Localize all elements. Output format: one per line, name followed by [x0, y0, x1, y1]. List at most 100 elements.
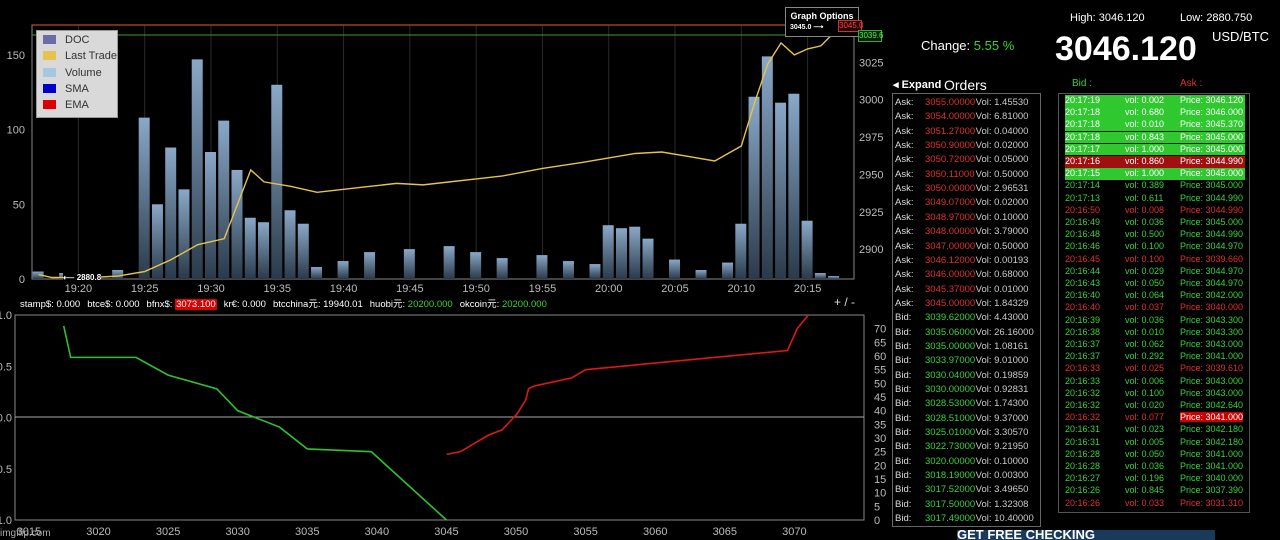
volume-bar: [788, 93, 800, 280]
legend-item-sma[interactable]: SMA: [43, 83, 89, 97]
chart-legend[interactable]: DOC Last Trade Volume SMA EMA: [36, 30, 118, 118]
imgflip-credit: imgflip.com: [0, 528, 51, 539]
order-row[interactable]: Ask: 3050.72000 Vol: 0.05000: [895, 154, 1029, 166]
order-row[interactable]: Ask: 3045.00000 Vol: 1.84329: [895, 297, 1029, 309]
zoom-controls[interactable]: + / -: [834, 295, 856, 309]
volume-bar: [775, 102, 787, 279]
ask-heading: Ask :: [1180, 78, 1203, 89]
trade-row: 20:16:39 vol: 0.036 Price: 3043.300: [1065, 314, 1244, 325]
volume-bar: [669, 259, 681, 279]
order-row[interactable]: Ask: 3055.00000 Vol: 1.45530: [895, 97, 1029, 108]
x-tick-label: 19:45: [396, 283, 424, 295]
volume-bar: [151, 204, 163, 279]
order-row[interactable]: Bid: 3030.00000 Vol: 0.92831: [895, 384, 1029, 395]
order-row[interactable]: Bid: 3035.00000 Vol: 1.08161: [895, 340, 1029, 352]
order-row[interactable]: Ask: 3046.00000 Vol: 0.68000: [895, 269, 1029, 281]
order-row[interactable]: Bid: 3022.73000 Vol: 9.21950: [895, 441, 1029, 453]
trade-row: 20:16:31 vol: 0.023 Price: 3042.180: [1065, 424, 1244, 435]
order-row[interactable]: Ask: 3046.12000 Vol: 0.00193: [895, 254, 1029, 266]
trade-row: 20:16:37 vol: 0.062 Price: 3043.000: [1065, 339, 1244, 349]
order-row[interactable]: Ask: 3048.00000 Vol: 3.79000: [895, 226, 1029, 238]
depth-x-tick-label: 3055: [573, 526, 597, 538]
volume-bar: [801, 220, 813, 279]
order-row[interactable]: Bid: 3030.04000 Vol: 0.19859: [895, 369, 1029, 381]
order-row[interactable]: Ask: 3050.00000 Vol: 2.96531: [895, 183, 1029, 195]
legend-item-volume[interactable]: Volume: [43, 67, 102, 81]
order-row[interactable]: Ask: 3050.90000 Vol: 0.02000: [895, 140, 1029, 152]
order-row[interactable]: Ask: 3050.11000 Vol: 0.50000: [895, 168, 1029, 180]
volume-bar: [244, 217, 256, 279]
volume-bar: [204, 152, 216, 279]
exchange-price: btcchina元: 19940.01: [272, 299, 363, 310]
order-row[interactable]: Bid: 3025.01000 Vol: 3.30570: [895, 427, 1029, 439]
trade-row: 20:16:46 vol: 0.100 Price: 3044.970: [1065, 241, 1244, 252]
order-row[interactable]: Ask: 3049.07000 Vol: 0.02000: [895, 197, 1029, 209]
volume-bar: [695, 270, 707, 279]
order-row[interactable]: Bid: 3039.62000 Vol: 4.43000: [895, 312, 1029, 324]
legend-item-doc[interactable]: DOC: [43, 34, 89, 48]
order-row[interactable]: Bid: 3028.51000 Vol: 9.37000: [895, 412, 1029, 424]
high-price-tag: 3045.0: [838, 20, 864, 32]
order-row[interactable]: Bid: 3017.49000 Vol: 10.40000: [895, 513, 1034, 525]
order-row[interactable]: Ask: 3045.37000 Vol: 0.01000: [895, 283, 1029, 295]
order-row[interactable]: Bid: 3017.52000 Vol: 3.49650: [895, 484, 1029, 496]
graph-options-button[interactable]: Graph Options: [785, 7, 859, 37]
x-tick-label: 19:35: [264, 283, 292, 295]
volume-bar: [562, 261, 574, 279]
trade-row: 20:16:44 vol: 0.029 Price: 3044.970: [1065, 265, 1244, 276]
order-row[interactable]: Ask: 3048.97000 Vol: 0.10000: [895, 211, 1029, 223]
order-book: Ask: 3055.00000 Vol: 1.45530 Ask: 3054.0000…: [892, 93, 1041, 527]
y-right-tick-label: 2975: [859, 132, 883, 144]
volume-bar: [284, 210, 296, 279]
volume-bar: [297, 223, 309, 279]
depth-x-tick-label: 3045: [434, 526, 458, 538]
trade-row: 20:16:33 vol: 0.006 Price: 3043.000: [1065, 375, 1244, 386]
depth-y-right-tick-label: 20: [874, 460, 886, 472]
depth-y-right-tick-label: 15: [874, 474, 886, 486]
depth-x-tick-label: 3020: [86, 526, 110, 538]
order-row[interactable]: Bid: 3028.53000 Vol: 1.74300: [895, 398, 1029, 410]
x-tick-label: 20:05: [661, 283, 689, 295]
graph-options-marker: 3045.0 ⟶: [790, 24, 824, 31]
y-right-tick-label: 3000: [859, 95, 883, 107]
trade-row: 20:16:40 vol: 0.064 Price: 3042.000: [1065, 290, 1244, 301]
depth-x-tick-label: 3070: [782, 526, 806, 538]
volume-bar: [814, 273, 826, 279]
order-row[interactable]: Ask: 3051.27000 Vol: 0.04000: [895, 125, 1029, 137]
order-row[interactable]: Ask: 3047.00000 Vol: 0.50000: [895, 240, 1029, 252]
order-row[interactable]: Bid: 3017.50000 Vol: 1.32308: [895, 498, 1029, 510]
order-row[interactable]: Bid: 3020.00000 Vol: 0.10000: [895, 455, 1029, 467]
y-left-tick-label: 100: [7, 125, 25, 137]
volume-bar: [828, 276, 840, 279]
depth-y-left-tick-label: 0.0: [0, 413, 12, 425]
order-row[interactable]: Bid: 3035.06000 Vol: 26.16000: [895, 326, 1034, 338]
order-row[interactable]: Bid: 3033.97000 Vol: 9.01000: [895, 355, 1029, 367]
depth-y-right-tick-label: 35: [874, 419, 886, 431]
volume-bar: [761, 56, 773, 280]
volume-bar: [443, 246, 455, 279]
trade-row: 20:17:13 vol: 0.611 Price: 3044.990: [1065, 192, 1244, 203]
x-tick-label: 19:40: [330, 283, 358, 295]
volume-bar: [748, 96, 760, 279]
y-left-tick-label: 150: [7, 50, 25, 62]
exchange-price: kr€: 0.000: [223, 299, 266, 310]
trade-row: 20:16:32 vol: 0.077 Price: 3041.000: [1065, 412, 1244, 423]
x-tick-label: 19:50: [462, 283, 490, 295]
legend-item-ema[interactable]: EMA: [43, 99, 89, 113]
price-chart[interactable]: 19:20 19:25 19:30 19:35 19:40 19:45 19:50 19:55…: [0, 0, 890, 300]
expand-button[interactable]: ◂ Expand: [893, 79, 942, 91]
trade-row: 20:16:32 vol: 0.020 Price: 3042.640: [1065, 400, 1244, 410]
order-row[interactable]: Ask: 3054.00000 Vol: 6.81000: [895, 111, 1029, 123]
x-tick-label: 19:25: [131, 283, 159, 295]
depth-y-right-tick-label: 30: [874, 433, 886, 445]
exchange-price: btce$: 0.000: [87, 299, 140, 310]
x-tick-label: 20:00: [595, 283, 623, 295]
depth-chart[interactable]: 3015 3020 3025 3030 3035 3040 3045 3050 3055 3060…: [0, 310, 890, 540]
depth-y-right-tick-label: 25: [874, 447, 886, 459]
current-price: 3046.120: [1055, 30, 1197, 68]
legend-item-last-trade[interactable]: Last Trade: [43, 50, 117, 64]
order-row[interactable]: Bid: 3018.19000 Vol: 0.00300: [895, 470, 1029, 482]
trade-row: 20:17:15 vol: 1.000 Price: 3045.000: [1065, 168, 1245, 180]
trade-row: 20:16:32 vol: 0.100 Price: 3043.000: [1065, 387, 1244, 398]
ad-banner[interactable]: GET FREE CHECKING: [957, 530, 1215, 540]
